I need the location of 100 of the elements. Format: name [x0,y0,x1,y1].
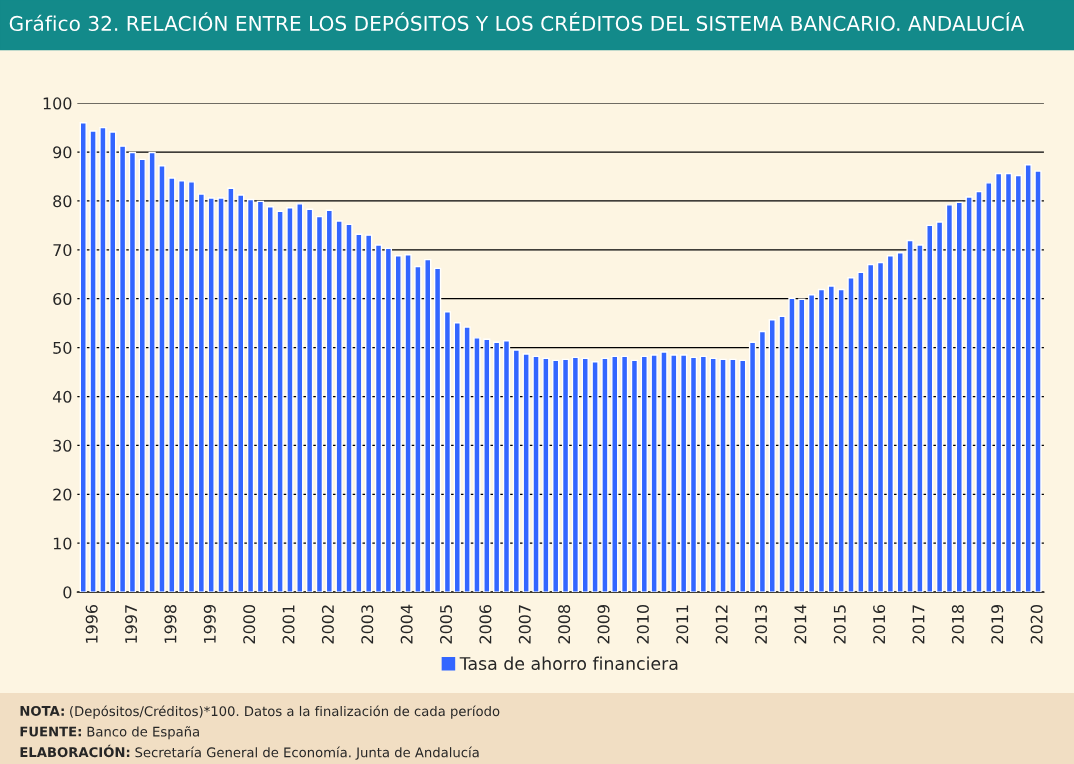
bar [276,210,284,593]
bar [207,197,215,593]
bar [394,255,402,593]
x-tick-label: 2002 [321,605,334,644]
bar [680,354,688,593]
bar [522,353,530,593]
y-tick-label: 10 [53,537,72,550]
bar [985,182,993,593]
text: ELABORACIÓN: Secretaría General de Economía. Junta de Andalucía [20,744,479,760]
x-tick-label: 2008 [558,605,571,644]
bar [601,357,609,593]
bar [158,165,166,593]
y-tick-label: 60 [53,292,72,306]
bar [99,126,107,593]
bar [640,355,648,593]
y-tick-label: 50 [53,341,72,354]
bar [414,265,422,593]
bar [748,341,757,593]
bar [424,258,432,593]
bar [237,194,245,593]
y-tick-label: 100 [43,97,72,110]
x-tick-label: 2001 [282,605,295,644]
bar [552,359,560,593]
bar [650,354,658,593]
bar [847,277,855,593]
x-tick-label: 2020 [1030,604,1043,644]
bar [670,354,678,593]
bar [433,267,442,593]
bar [739,359,747,593]
bar [109,131,117,593]
bar [1034,170,1042,593]
bar [778,315,786,593]
bar [758,330,767,593]
text: NOTA: (Depósitos/Créditos)*100. Datos a la finalización de cada período [20,705,500,719]
bar [788,297,796,593]
bar [168,177,176,593]
bar [315,215,324,593]
bar [483,338,491,593]
bar [463,326,471,593]
bar [266,206,274,593]
bar [768,319,776,593]
bar [256,200,265,593]
bar [374,244,383,593]
bar [906,239,914,593]
bar [532,355,540,593]
source-note: FUENTE: Banco de España [20,726,199,740]
bar [404,254,412,593]
x-tick-label: 2004 [400,604,413,644]
bar [719,358,727,593]
bar [699,355,708,593]
bar [926,224,934,593]
bar [1004,172,1013,593]
bar [443,311,452,593]
bar [817,288,826,593]
bar [709,357,717,593]
x-tick-label: 1998 [164,605,177,643]
bar [227,187,235,593]
bar [138,158,146,593]
x-tick-label: 2012 [715,605,728,644]
bar [689,356,698,593]
bar [128,151,137,593]
bar [581,357,589,593]
bar [561,358,570,593]
bar [827,285,835,593]
x-tick-label: 2000 [243,604,256,644]
bar [620,355,629,593]
bar [197,193,205,593]
bar [896,252,904,593]
bar [542,357,550,593]
bar [355,233,363,593]
bar [867,263,875,593]
bar [965,196,973,593]
bar [296,203,304,593]
bar [955,201,963,593]
x-tick-label: 2013 [754,605,768,644]
x-tick-label: 1996 [85,604,98,643]
bar [178,180,186,593]
bar [453,321,461,593]
bar [935,221,944,593]
bar [286,207,294,593]
bar [217,197,225,593]
bar [118,145,127,593]
bar [365,234,373,593]
bar [325,209,333,593]
y-tick-label: 20 [53,488,72,501]
bar [512,349,520,593]
bar [945,204,954,593]
bar [1024,164,1032,593]
bar [571,356,580,593]
bar [995,172,1003,593]
x-tick-label: 2017 [912,605,925,644]
x-tick-label: 2016 [873,604,886,644]
x-tick-label: 2011 [676,605,689,644]
x-tick-label: 2015 [833,605,846,644]
bar [335,220,343,593]
bar [630,359,639,593]
x-tick-label: 2014 [794,604,807,644]
bar [246,198,255,593]
y-tick-label: 90 [53,146,72,159]
bar [660,351,668,593]
